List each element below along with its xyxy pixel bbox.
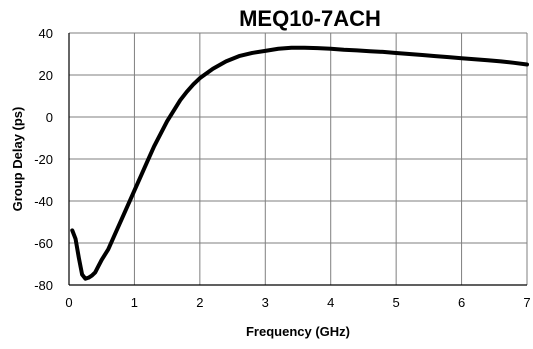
x-tick-label: 5 xyxy=(393,295,400,310)
y-tick-label: 0 xyxy=(46,110,53,125)
x-tick-label: 4 xyxy=(327,295,334,310)
series-line xyxy=(70,45,529,281)
y-tick-label: -80 xyxy=(34,278,53,293)
chart-title: MEQ10-7ACH xyxy=(239,6,381,31)
y-tick-label: -60 xyxy=(34,236,53,251)
y-tick-label: 40 xyxy=(39,26,53,41)
series xyxy=(70,45,529,281)
y-tick-label: 20 xyxy=(39,68,53,83)
x-tick-label: 2 xyxy=(196,295,203,310)
x-tick-label: 6 xyxy=(458,295,465,310)
tick-labels: 0 1 2 3 4 5 6 7 40 20 0 -20 -40 -60 -80 xyxy=(34,26,530,310)
x-tick-label: 3 xyxy=(262,295,269,310)
y-tick-label: -40 xyxy=(34,194,53,209)
x-axis-title: Frequency (GHz) xyxy=(246,324,350,339)
axes xyxy=(68,33,527,286)
x-tick-label: 1 xyxy=(131,295,138,310)
y-tick-label: -20 xyxy=(34,152,53,167)
x-tick-label: 7 xyxy=(523,295,530,310)
x-tick-label: 0 xyxy=(65,295,72,310)
y-axis-title: Group Delay (ps) xyxy=(10,107,25,212)
